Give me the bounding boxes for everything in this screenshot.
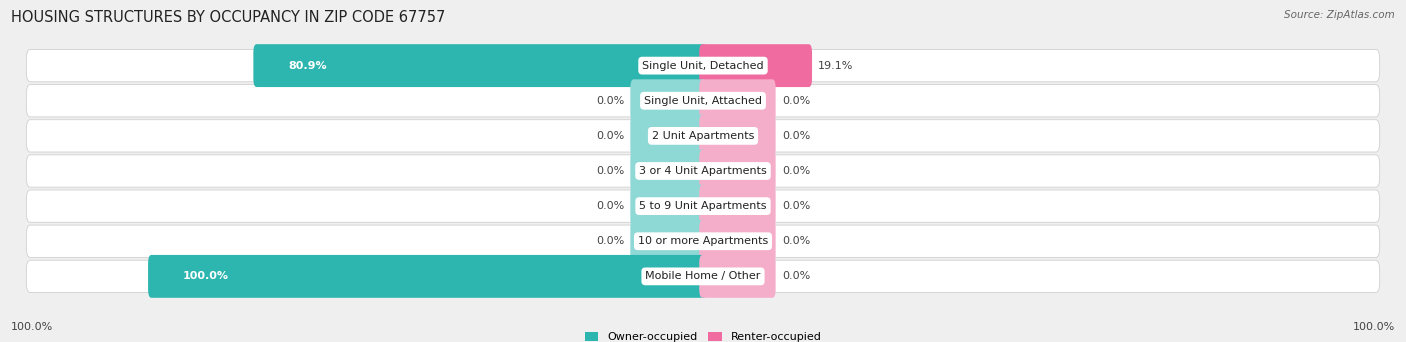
Text: 0.0%: 0.0% — [596, 131, 624, 141]
Text: 10 or more Apartments: 10 or more Apartments — [638, 236, 768, 246]
FancyBboxPatch shape — [148, 255, 707, 298]
FancyBboxPatch shape — [630, 79, 707, 122]
FancyBboxPatch shape — [630, 149, 707, 193]
Text: 0.0%: 0.0% — [782, 201, 810, 211]
Text: 0.0%: 0.0% — [782, 96, 810, 106]
FancyBboxPatch shape — [699, 79, 776, 122]
Text: 0.0%: 0.0% — [596, 236, 624, 246]
FancyBboxPatch shape — [630, 115, 707, 157]
Text: Mobile Home / Other: Mobile Home / Other — [645, 271, 761, 281]
Text: 0.0%: 0.0% — [782, 131, 810, 141]
FancyBboxPatch shape — [27, 50, 1379, 82]
FancyBboxPatch shape — [699, 149, 776, 193]
FancyBboxPatch shape — [27, 155, 1379, 187]
Text: 100.0%: 100.0% — [1353, 322, 1395, 332]
Text: 0.0%: 0.0% — [782, 271, 810, 281]
FancyBboxPatch shape — [699, 115, 776, 157]
FancyBboxPatch shape — [699, 220, 776, 263]
Text: 19.1%: 19.1% — [818, 61, 853, 71]
Text: 100.0%: 100.0% — [11, 322, 53, 332]
FancyBboxPatch shape — [630, 220, 707, 263]
Text: 0.0%: 0.0% — [596, 201, 624, 211]
Text: 3 or 4 Unit Apartments: 3 or 4 Unit Apartments — [640, 166, 766, 176]
Text: Single Unit, Detached: Single Unit, Detached — [643, 61, 763, 71]
FancyBboxPatch shape — [699, 185, 776, 227]
FancyBboxPatch shape — [27, 260, 1379, 292]
Text: HOUSING STRUCTURES BY OCCUPANCY IN ZIP CODE 67757: HOUSING STRUCTURES BY OCCUPANCY IN ZIP C… — [11, 10, 446, 25]
Legend: Owner-occupied, Renter-occupied: Owner-occupied, Renter-occupied — [585, 332, 821, 342]
Text: Source: ZipAtlas.com: Source: ZipAtlas.com — [1284, 10, 1395, 20]
FancyBboxPatch shape — [27, 225, 1379, 258]
FancyBboxPatch shape — [27, 190, 1379, 222]
FancyBboxPatch shape — [253, 44, 707, 87]
Text: 0.0%: 0.0% — [596, 166, 624, 176]
Text: Single Unit, Attached: Single Unit, Attached — [644, 96, 762, 106]
Text: 2 Unit Apartments: 2 Unit Apartments — [652, 131, 754, 141]
FancyBboxPatch shape — [27, 84, 1379, 117]
Text: 0.0%: 0.0% — [596, 96, 624, 106]
FancyBboxPatch shape — [630, 185, 707, 227]
Text: 0.0%: 0.0% — [782, 166, 810, 176]
FancyBboxPatch shape — [699, 44, 813, 87]
Text: 0.0%: 0.0% — [782, 236, 810, 246]
Text: 100.0%: 100.0% — [183, 271, 229, 281]
FancyBboxPatch shape — [699, 255, 776, 298]
Text: 80.9%: 80.9% — [288, 61, 328, 71]
FancyBboxPatch shape — [27, 120, 1379, 152]
Text: 5 to 9 Unit Apartments: 5 to 9 Unit Apartments — [640, 201, 766, 211]
